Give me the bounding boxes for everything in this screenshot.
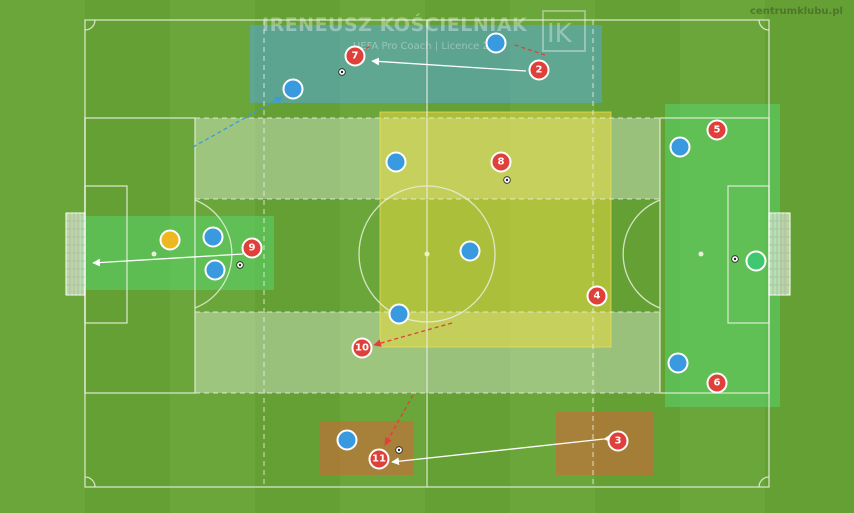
red-player-2[interactable]: 2	[528, 59, 550, 81]
red-player-5[interactable]: 5	[706, 119, 728, 141]
red-player-3[interactable]: 3	[607, 430, 629, 452]
watermark-logo: IK	[542, 10, 586, 52]
blue-player[interactable]	[669, 136, 691, 158]
zone-bottom-right	[556, 412, 654, 475]
player-number: 9	[249, 243, 256, 254]
arrow-pressing-2	[511, 43, 546, 56]
blue-player[interactable]	[202, 226, 224, 248]
player-number: 8	[498, 157, 505, 168]
penalty-spot-right	[698, 251, 704, 257]
blue-player[interactable]	[459, 240, 481, 262]
player-number: 7	[352, 51, 359, 62]
ball-icon	[503, 176, 511, 184]
blue-player[interactable]	[282, 78, 304, 100]
centre-spot	[424, 251, 430, 257]
ball-icon	[395, 446, 403, 454]
zone-own-box	[80, 216, 274, 290]
red-player-7[interactable]: 7	[344, 45, 366, 67]
red-player-8[interactable]: 8	[490, 151, 512, 173]
ball-icon	[338, 68, 346, 76]
player-number: 2	[536, 65, 543, 76]
arrow-3-to-11	[391, 434, 612, 466]
red-player-4[interactable]: 4	[586, 285, 608, 307]
watermark-logo-text: IK	[547, 19, 573, 49]
penalty-spot-left	[151, 251, 157, 257]
blue-player[interactable]	[667, 352, 689, 374]
player-number: 5	[714, 125, 721, 136]
player-number: 11	[372, 454, 386, 465]
red-player-10[interactable]: 10	[351, 337, 373, 359]
player-number: 3	[615, 436, 622, 447]
ball-icon	[731, 255, 739, 263]
watermark-title: IRENEUSZ KOŚCIELNIAK	[262, 12, 528, 36]
dashed-lines	[195, 20, 660, 487]
arrow-2-to-7	[371, 57, 527, 72]
zone-midfield	[379, 111, 612, 348]
goal-right	[768, 212, 791, 296]
red-players: 7 2 5 8 9 4 10 6 3 11	[241, 45, 728, 470]
blue-player[interactable]	[385, 151, 407, 173]
goal-left	[65, 212, 86, 296]
player-number: 6	[714, 378, 721, 389]
ball-icon	[236, 261, 244, 269]
watermark-subtitle: UEFA Pro Coach | Licence 227	[353, 41, 502, 52]
arrow-pressing-11	[384, 394, 414, 446]
red-player-11[interactable]: 11	[368, 448, 390, 470]
blue-player[interactable]	[485, 32, 507, 54]
keeper-yellow[interactable]	[159, 229, 181, 251]
blue-players	[202, 32, 691, 451]
blue-player[interactable]	[388, 303, 410, 325]
arrow-blue-pass	[192, 96, 283, 148]
red-player-9[interactable]: 9	[241, 237, 263, 259]
blue-player[interactable]	[204, 259, 226, 281]
keeper-green[interactable]	[745, 250, 767, 272]
movement-arrows	[92, 43, 612, 466]
player-number: 10	[355, 343, 369, 354]
arrow-9-to-goal	[92, 253, 244, 267]
player-number: 4	[594, 291, 601, 302]
site-watermark: centrumklubu.pl	[750, 6, 843, 17]
balls	[236, 68, 739, 454]
blue-player[interactable]	[336, 429, 358, 451]
red-player-6[interactable]: 6	[706, 372, 728, 394]
